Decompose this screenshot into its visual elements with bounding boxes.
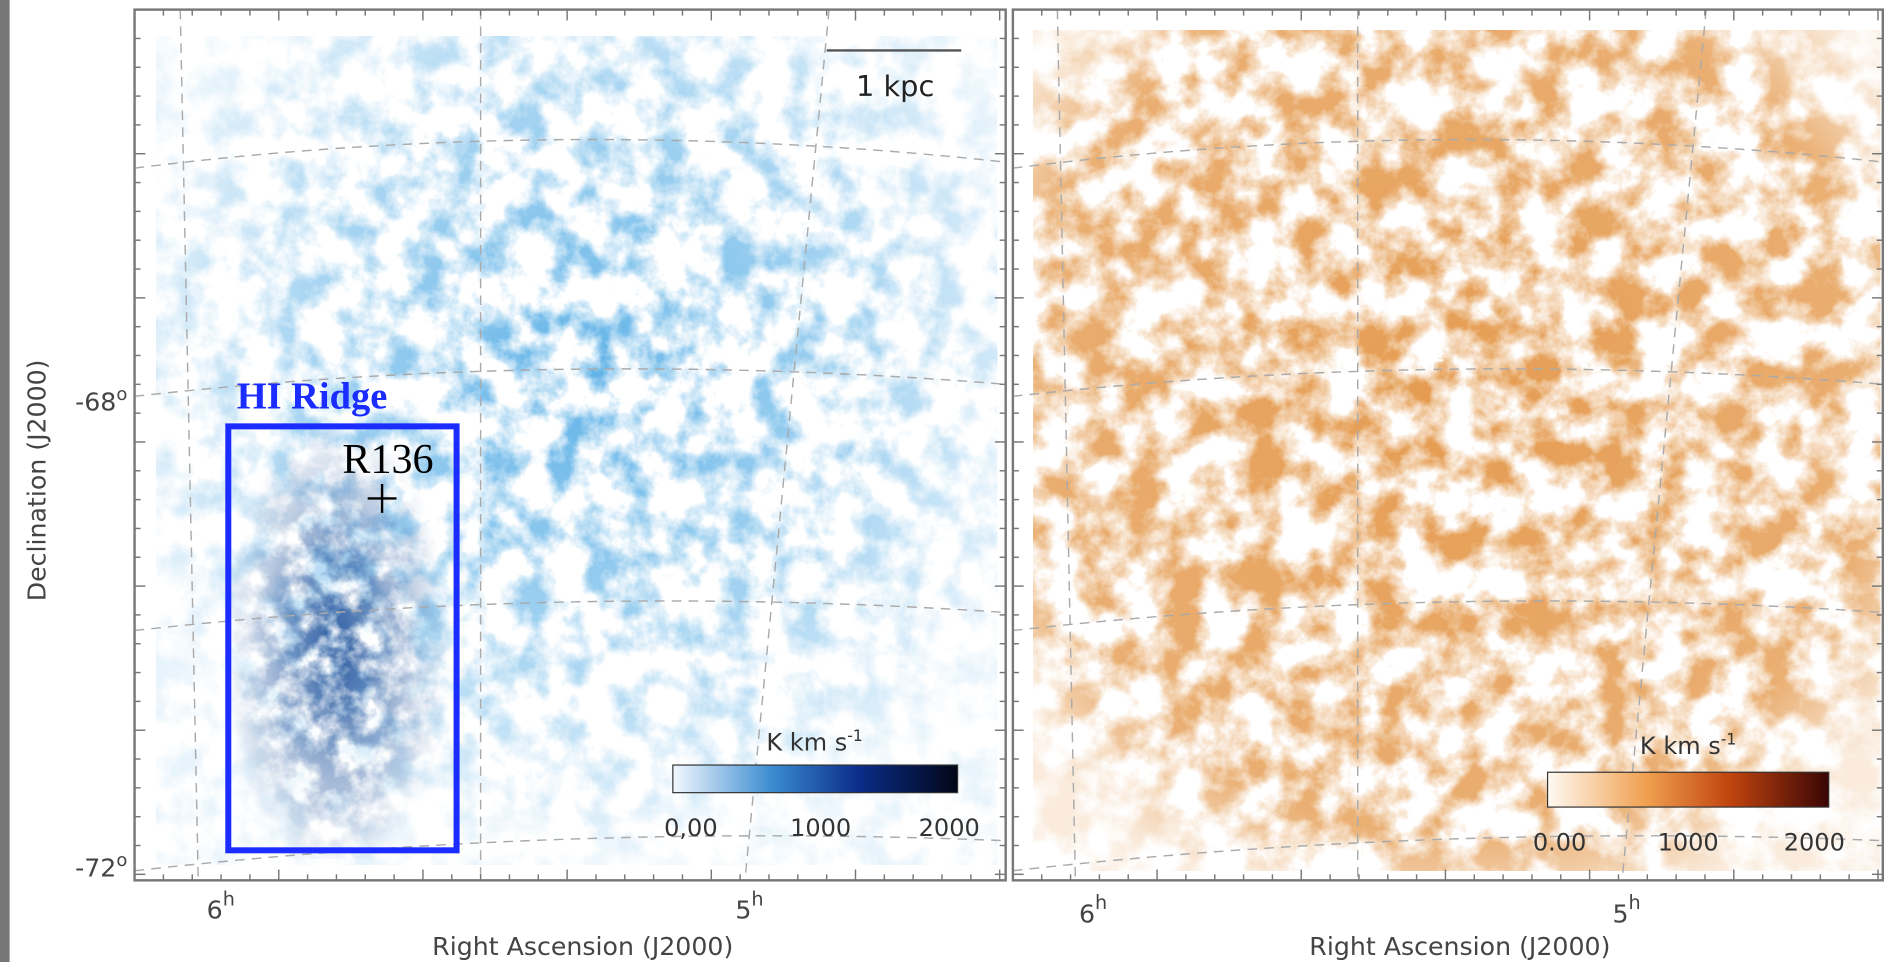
colorbar-tick: 2000 <box>1784 828 1845 856</box>
r136-marker <box>367 484 397 513</box>
ridge-label: HI Ridge <box>237 375 388 417</box>
unit: K km s <box>766 729 847 757</box>
colorbar <box>672 764 959 794</box>
tick-sup: h <box>1629 891 1641 914</box>
tick-sup: h <box>751 888 763 911</box>
colorbar-unit: K km s-1 <box>1640 731 1736 761</box>
x-tick-label: 5h <box>735 888 763 925</box>
tick-text: -72 <box>75 854 116 883</box>
panel-frame <box>1011 8 1884 882</box>
tick-text: 5 <box>1612 899 1628 928</box>
x-tick-label: 6h <box>207 888 235 925</box>
x-tick-label: 6h <box>1079 891 1107 928</box>
tick-sup: o <box>116 384 127 405</box>
x-axis-label: Right Ascension (J2000) <box>1309 932 1610 961</box>
colorbar-tick: 2000 <box>919 814 980 842</box>
colorbar <box>1546 771 1830 808</box>
colorbar-tick: 1000 <box>790 814 851 842</box>
right-panel: K km s-1 0.00 1000 2000 6h 5h Right Asce… <box>1011 8 1884 961</box>
colorbar-tick: 0.00 <box>1533 828 1586 856</box>
scale-bar-label: 1 kpc <box>856 69 934 103</box>
tick-text: 6 <box>1079 899 1095 928</box>
colorbar-tick: 0,00 <box>664 814 717 842</box>
r136-marker <box>1421 349 1444 372</box>
ridge-box <box>225 423 460 854</box>
unit-exp: -1 <box>1721 731 1737 749</box>
left-panel: 1 kpc HI Ridge R136 K km s-1 0,00 1000 2… <box>23 8 1007 961</box>
unit: K km s <box>1640 732 1721 760</box>
hi-ridge-map <box>222 420 463 859</box>
panel-frame <box>133 8 1007 882</box>
tick-text: 6 <box>207 896 223 925</box>
tick-text: 5 <box>735 896 751 925</box>
frame-ticks <box>133 8 1006 881</box>
y-tick-label: -68o <box>75 384 127 417</box>
frame-ticks <box>1012 8 1883 881</box>
unit-exp: -1 <box>847 727 863 745</box>
tick-sup: h <box>1095 891 1107 914</box>
co-map <box>1033 30 1881 871</box>
y-axis-label: Declination (J2000) <box>23 359 52 601</box>
colorbar-tick: 1000 <box>1658 828 1719 856</box>
tick-text: -68 <box>75 388 116 417</box>
side-strip <box>0 0 10 962</box>
x-tick-label: 5h <box>1612 891 1640 928</box>
colorbar-unit: K km s-1 <box>766 727 862 757</box>
x-axis-label: Right Ascension (J2000) <box>432 932 733 961</box>
tick-sup: h <box>223 888 235 911</box>
tick-sup: o <box>116 850 127 871</box>
y-tick-label: -72o <box>75 850 127 883</box>
r136-label: R136 <box>342 437 433 483</box>
